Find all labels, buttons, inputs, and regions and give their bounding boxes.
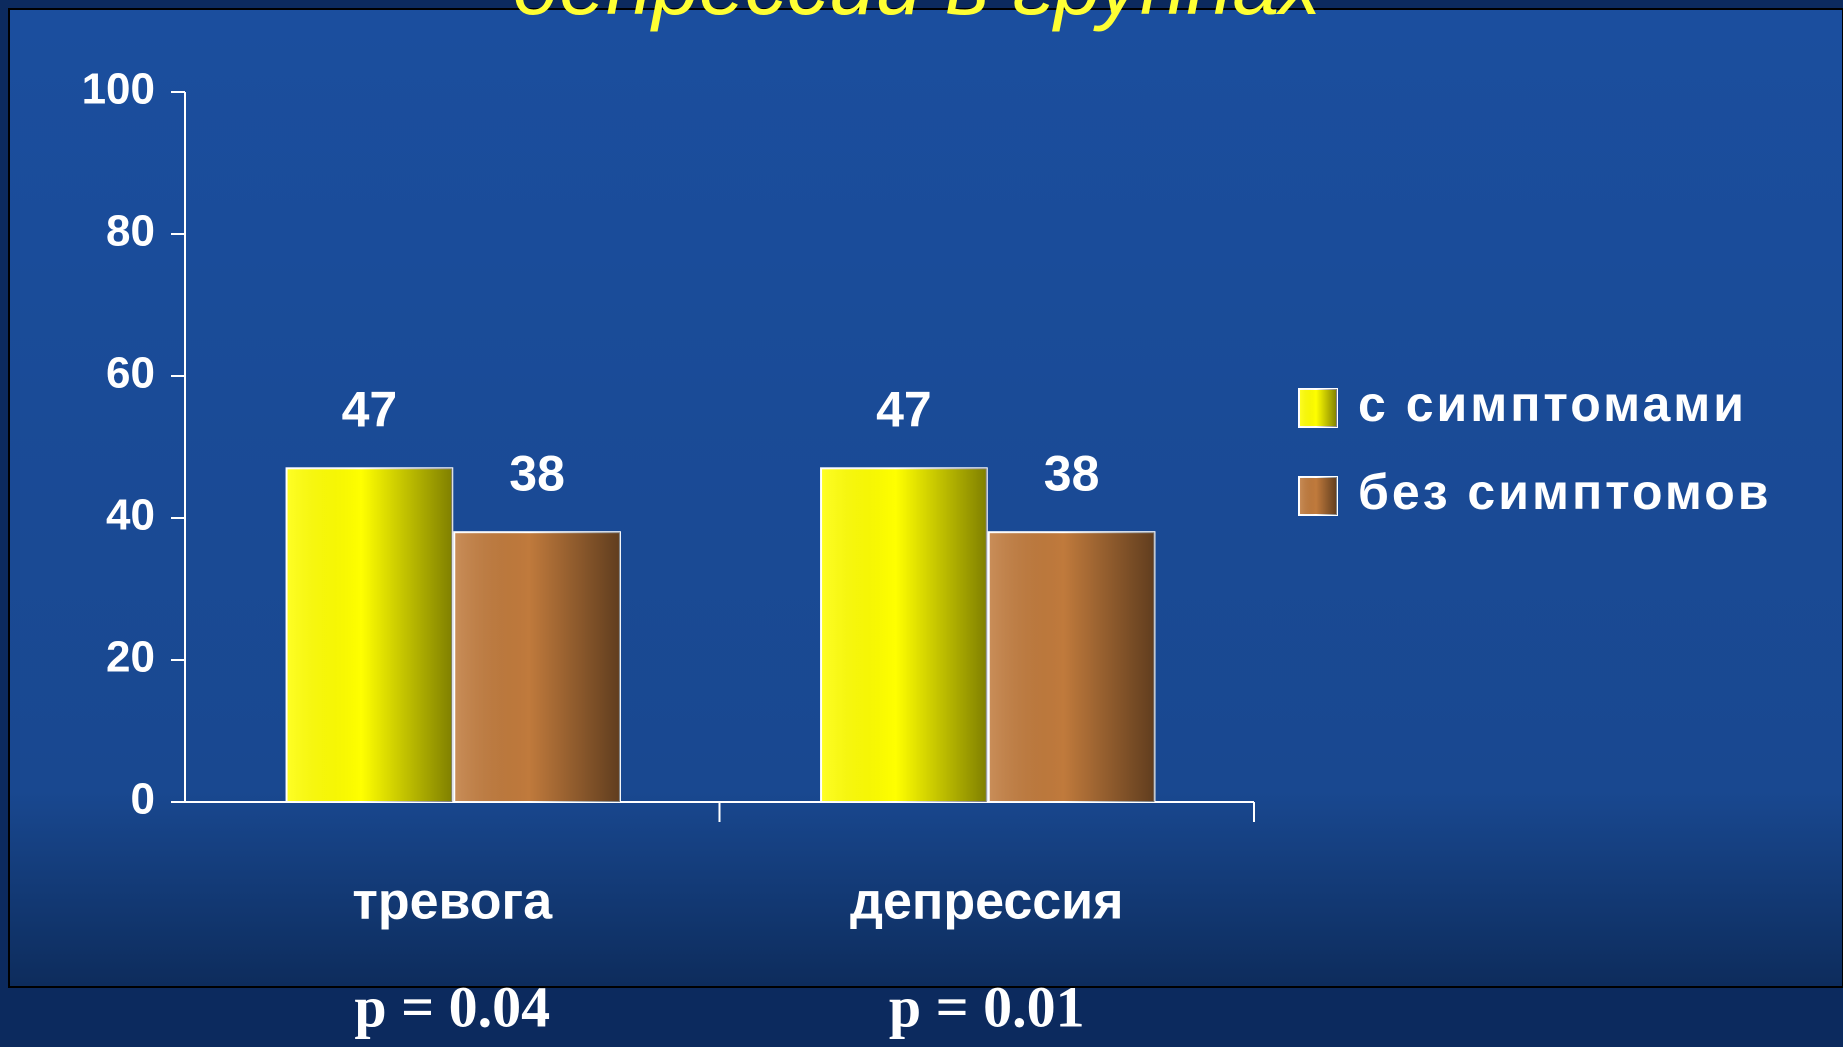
data-label: 38 (1044, 445, 1100, 501)
bar (453, 531, 621, 803)
data-label: 47 (342, 382, 398, 438)
legend-label: с симптомами (1358, 376, 1747, 432)
bar (820, 467, 988, 803)
annotation: p = 0.04 (354, 974, 550, 1039)
y-tick-label: 80 (106, 207, 155, 256)
legend-swatch-shading (1299, 477, 1337, 515)
data-label: 38 (509, 445, 565, 501)
legend-swatch-shading (1299, 389, 1337, 427)
y-tick-label: 100 (82, 65, 155, 114)
y-tick-label: 20 (106, 633, 155, 682)
y-tick-label: 60 (106, 349, 155, 398)
x-tick-label: тревога (352, 873, 553, 931)
x-tick-label: депрессия (850, 873, 1123, 931)
annotation: p = 0.01 (889, 974, 1085, 1039)
legend-label: без симптомов (1358, 464, 1772, 520)
bar (987, 531, 1156, 803)
chart-title: депрессии в группах (513, 0, 1324, 32)
data-label: 47 (876, 382, 932, 438)
y-tick-label: 40 (106, 491, 155, 540)
bar (285, 467, 454, 803)
y-tick-label: 0 (131, 775, 155, 824)
